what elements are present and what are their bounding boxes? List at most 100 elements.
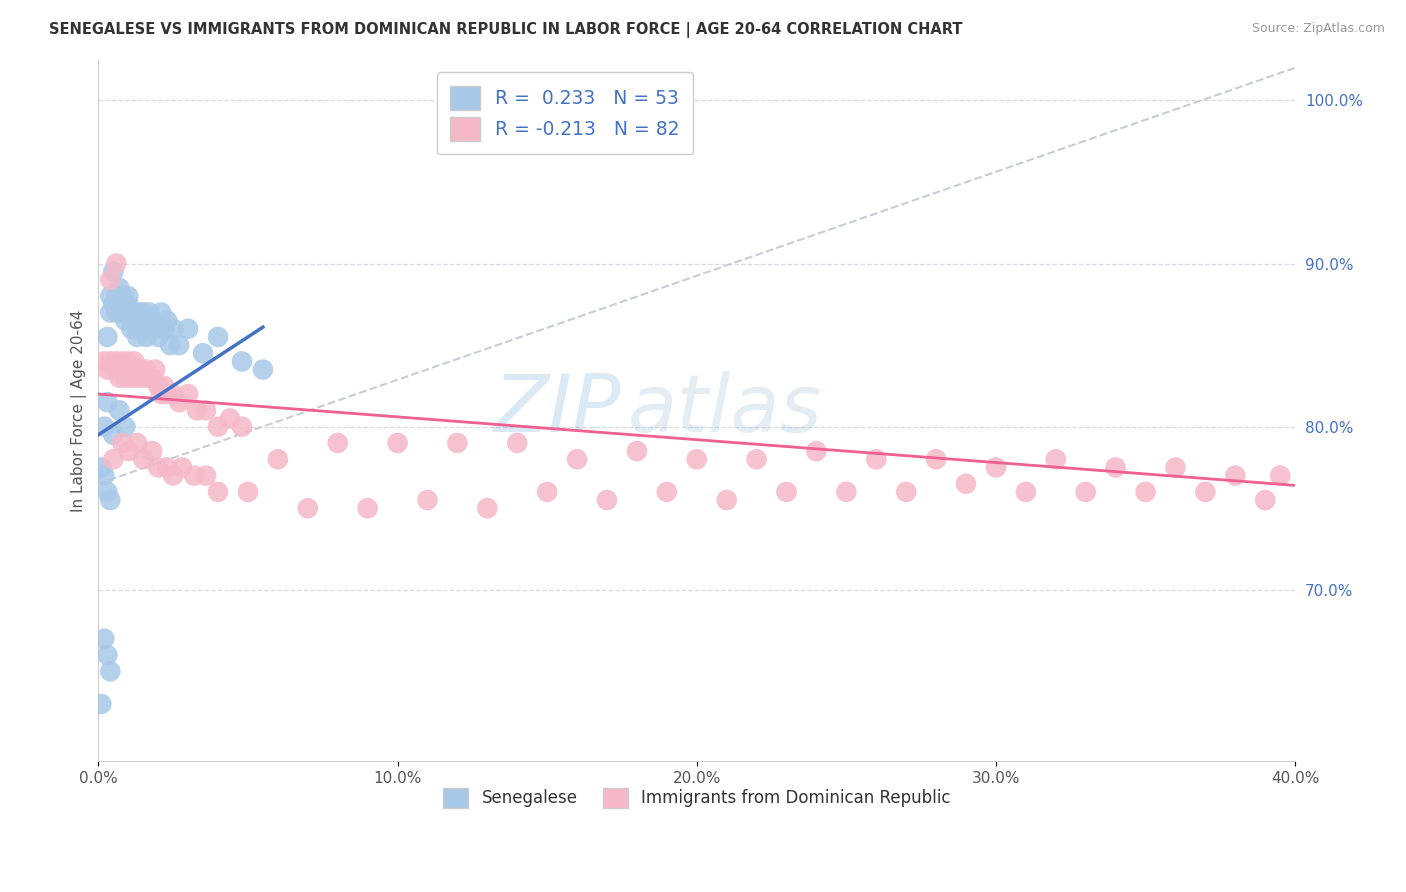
Point (183, 468, 205, 483)
Point (129, 305, 152, 319)
Point (1045, 452, 1067, 467)
Point (132, 370, 155, 384)
Point (108, 297, 131, 311)
Point (477, 501, 499, 516)
Point (1135, 484, 1157, 499)
Point (135, 330, 157, 344)
Point (122, 313, 145, 327)
Point (1164, 460, 1187, 475)
Point (1270, 468, 1292, 483)
Point (207, 330, 229, 344)
Point (114, 370, 136, 384)
Point (103, 265, 125, 279)
Point (141, 444, 163, 458)
Point (111, 305, 134, 319)
Point (96, 484, 118, 499)
Point (297, 501, 319, 516)
Point (267, 452, 290, 467)
Point (506, 436, 529, 450)
Point (896, 484, 918, 499)
Point (191, 346, 214, 360)
Point (716, 493, 738, 508)
Point (117, 289, 139, 303)
Point (132, 452, 155, 467)
Point (129, 362, 152, 376)
Point (159, 338, 181, 352)
Point (96, 648, 118, 662)
Point (93, 419, 115, 434)
Point (186, 403, 208, 417)
Point (103, 452, 125, 467)
Point (132, 322, 155, 336)
Point (98, 289, 121, 303)
Text: SENEGALESE VS IMMIGRANTS FROM DOMINICAN REPUBLIC IN LABOR FORCE | AGE 20-64 CORR: SENEGALESE VS IMMIGRANTS FROM DOMINICAN … (49, 22, 963, 38)
Point (103, 427, 125, 442)
Point (138, 305, 160, 319)
Point (98, 273, 121, 287)
Point (114, 313, 136, 327)
Point (162, 387, 184, 401)
Point (105, 256, 128, 270)
Point (775, 484, 797, 499)
Point (143, 322, 166, 336)
Point (148, 460, 170, 475)
Point (686, 452, 709, 467)
Point (177, 387, 200, 401)
Point (153, 322, 176, 336)
Point (167, 338, 190, 352)
Point (93, 632, 115, 646)
Point (326, 436, 349, 450)
Point (114, 297, 136, 311)
Point (122, 305, 145, 319)
Point (150, 387, 173, 401)
Point (108, 281, 131, 295)
Point (207, 484, 229, 499)
Point (127, 370, 149, 384)
Point (141, 313, 163, 327)
Point (127, 436, 149, 450)
Point (120, 322, 142, 336)
Point (105, 354, 128, 368)
Point (416, 493, 439, 508)
Point (132, 305, 155, 319)
Legend: Senegalese, Immigrants from Dominican Republic: Senegalese, Immigrants from Dominican Re… (434, 780, 959, 816)
Point (565, 452, 588, 467)
Point (655, 484, 678, 499)
Text: atlas: atlas (627, 371, 823, 450)
Point (148, 379, 170, 393)
Point (127, 330, 149, 344)
Point (236, 484, 259, 499)
Point (195, 468, 218, 483)
Point (167, 395, 190, 409)
Point (105, 305, 128, 319)
Point (446, 436, 468, 450)
Y-axis label: In Labor Force | Age 20-64: In Labor Force | Age 20-64 (72, 310, 87, 511)
Point (231, 419, 253, 434)
Point (120, 370, 142, 384)
Point (103, 297, 125, 311)
Point (117, 444, 139, 458)
Point (195, 403, 218, 417)
Point (90, 460, 112, 475)
Point (150, 305, 173, 319)
Point (955, 476, 977, 491)
Point (141, 370, 163, 384)
Point (127, 322, 149, 336)
Point (153, 379, 176, 393)
Point (1074, 484, 1097, 499)
Point (105, 289, 128, 303)
Point (1254, 493, 1277, 508)
Point (219, 411, 242, 425)
Point (835, 484, 858, 499)
Text: ZIP: ZIP (494, 371, 621, 450)
Point (114, 419, 136, 434)
Point (90, 697, 112, 711)
Point (356, 501, 378, 516)
Point (120, 305, 142, 319)
Point (984, 460, 1007, 475)
Point (96, 395, 118, 409)
Point (207, 419, 229, 434)
Point (111, 354, 134, 368)
Point (156, 313, 179, 327)
Point (108, 403, 131, 417)
